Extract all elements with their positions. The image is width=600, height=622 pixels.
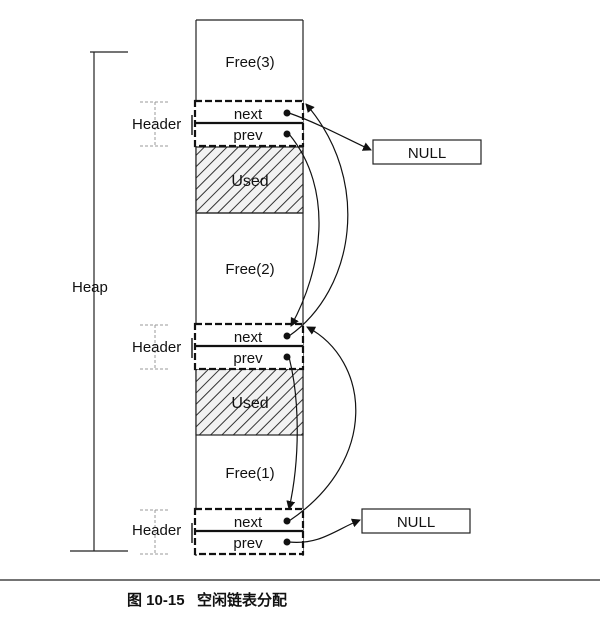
null-box-top xyxy=(372,139,482,165)
null-box-bottom-label: NULL xyxy=(397,514,435,531)
header-2-prev-label: prev xyxy=(233,350,263,367)
header-3-prev-pointer xyxy=(283,538,291,546)
header-1-prev-label: prev xyxy=(233,127,263,144)
used-block-2 xyxy=(195,368,304,436)
null-box-bottom xyxy=(361,508,471,534)
header-2-label: Header xyxy=(132,339,181,356)
null-box-top-label: NULL xyxy=(408,145,446,162)
header-1-next-label: next xyxy=(234,106,263,123)
header-block-1: next prev xyxy=(193,99,305,148)
free-block-1-label: Free(1) xyxy=(225,465,274,482)
arrow-h3-prev-to-null xyxy=(288,518,361,543)
used-block-2-label: Used xyxy=(231,395,268,412)
free-block-2-label: Free(2) xyxy=(225,261,274,278)
header-2-next-pointer xyxy=(283,332,291,340)
arrow-h1-next-to-null xyxy=(288,112,372,151)
header-block-3: next prev xyxy=(193,507,305,556)
arrow-h3-next-to-h2 xyxy=(288,326,357,522)
header-1-label: Header xyxy=(132,116,181,133)
arrow-h1-prev-to-h2 xyxy=(288,133,320,327)
used-block-1-label: Used xyxy=(231,173,268,190)
arrow-h2-prev-to-h3 xyxy=(286,356,298,510)
header-2-next-label: next xyxy=(234,329,263,346)
header-1-prev-pointer xyxy=(283,130,291,138)
header-block-2: next prev xyxy=(193,322,305,371)
header-1-next-pointer xyxy=(283,109,291,117)
arrow-h2-next-to-h1 xyxy=(288,103,349,337)
free-block-3-label: Free(3) xyxy=(225,54,274,71)
heap-label: Heap xyxy=(72,279,108,296)
header-3-next-pointer xyxy=(283,517,291,525)
header-2-prev-pointer xyxy=(283,353,291,361)
header-3-prev-label: prev xyxy=(233,535,263,552)
figure-caption: 图 10-15 空闲链表分配 xyxy=(127,591,287,609)
header-3-next-label: next xyxy=(234,514,263,531)
header-3-label: Header xyxy=(132,522,181,539)
